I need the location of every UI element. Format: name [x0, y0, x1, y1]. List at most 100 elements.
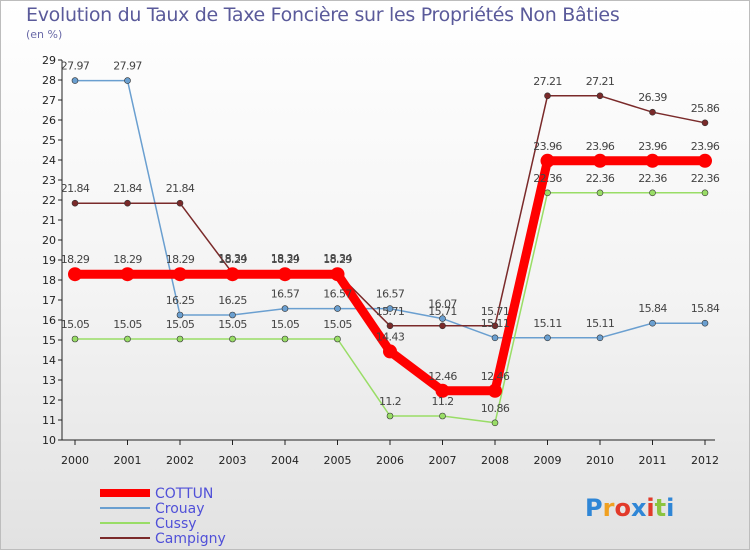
- y-tick-label: 12: [42, 394, 56, 407]
- data-point-cottun: [593, 153, 607, 168]
- data-point-cottun: [68, 267, 82, 282]
- proxiti-logo: Proxiti: [585, 494, 674, 522]
- data-label-cottun: 18.29: [218, 253, 247, 266]
- y-tick-label: 25: [42, 134, 56, 147]
- data-point-campigny: [491, 322, 499, 330]
- data-point-crouay: [334, 305, 341, 312]
- data-label-cottun: 23.96: [691, 140, 720, 153]
- y-tick-label: 14: [42, 354, 56, 367]
- data-point-crouay: [596, 334, 604, 342]
- data-label-campigny: 15.71: [428, 305, 457, 318]
- data-point-cussy: [649, 189, 656, 197]
- data-label-cottun: 18.29: [271, 253, 300, 266]
- data-label-cottun: 23.96: [586, 140, 615, 153]
- data-point-cussy: [596, 189, 604, 197]
- data-label-cussy: 22.36: [691, 172, 720, 185]
- data-label-cussy: 15.05: [323, 318, 352, 331]
- data-point-cussy: [71, 335, 79, 343]
- data-label-crouay: 15.11: [533, 317, 562, 330]
- x-tick-label: 2000: [61, 454, 89, 467]
- x-tick-label: 2008: [481, 454, 509, 467]
- x-tick-label: 2012: [691, 454, 719, 467]
- data-point-cottun: [435, 383, 450, 398]
- data-label-crouay: 27.97: [61, 60, 90, 73]
- x-tick-label: 2004: [271, 454, 299, 467]
- axes: 10 11 12 13 14 15 16 17 18 19 20 21 22 23 24 25 26 27 28 29…: [42, 54, 719, 467]
- data-point-campigny: [124, 199, 131, 207]
- legend-label-cussy: Cussy: [155, 516, 197, 532]
- data-label-campigny: 15.71: [481, 305, 510, 318]
- data-label-campigny: 18.34: [323, 252, 352, 265]
- data-point-cussy: [701, 189, 709, 197]
- logo-text: Proxiti: [585, 494, 674, 522]
- data-label-cottun: 23.96: [533, 140, 562, 153]
- data-point-campigny: [439, 322, 446, 330]
- data-point-cottun: [540, 153, 555, 168]
- logo-letter: x: [631, 494, 647, 522]
- data-point-cussy: [491, 419, 499, 427]
- data-point-campigny: [386, 322, 394, 330]
- data-point-crouay: [491, 334, 499, 342]
- y-tick-label: 13: [42, 374, 56, 387]
- legend-label-crouay: Crouay: [155, 501, 205, 517]
- x-tick-label: 2010: [586, 454, 614, 467]
- data-point-crouay: [386, 305, 394, 312]
- data-label-crouay: 16.25: [166, 294, 195, 307]
- data-label-cussy: 15.05: [61, 318, 90, 331]
- y-tick-label: 10: [42, 434, 56, 447]
- x-tick-label: 2006: [376, 454, 404, 467]
- data-point-cottun: [120, 267, 135, 282]
- data-point-crouay: [71, 77, 79, 84]
- y-tick-label: 15: [42, 334, 56, 347]
- data-label-crouay: 16.57: [323, 288, 352, 301]
- data-label-campigny: 18.34: [271, 252, 300, 265]
- y-tick-label: 23: [42, 174, 56, 187]
- data-point-cussy: [544, 189, 551, 197]
- data-point-cottun: [383, 344, 397, 359]
- data-point-cussy: [439, 412, 446, 420]
- data-point-crouay: [701, 319, 709, 327]
- data-label-crouay: 16.57: [271, 288, 300, 301]
- data-point-cottun: [330, 267, 345, 282]
- data-point-cottun: [173, 267, 187, 282]
- x-tick-label: 2005: [324, 454, 352, 467]
- data-point-cussy: [124, 335, 131, 343]
- data-label-campigny: 15.71: [376, 305, 405, 318]
- logo-letter: i: [646, 494, 654, 522]
- data-point-crouay: [229, 311, 236, 319]
- data-label-cussy: 22.36: [533, 172, 562, 185]
- x-tick-label: 2011: [639, 454, 667, 467]
- y-tick-label: 22: [42, 194, 56, 207]
- data-point-campigny: [649, 108, 656, 116]
- data-label-cottun: 18.29: [113, 253, 142, 266]
- data-label-campigny: 25.86: [691, 102, 720, 115]
- data-label-campigny: 18.34: [218, 252, 247, 265]
- data-label-cussy: 11.2: [379, 395, 401, 408]
- data-point-cottun: [278, 267, 292, 282]
- logo-letter: i: [666, 494, 674, 522]
- data-label-cottun: 23.96: [638, 140, 667, 153]
- data-label-crouay: 27.97: [113, 60, 142, 73]
- y-tick-label: 18: [42, 274, 56, 287]
- data-label-cottun: 12.46: [481, 370, 510, 383]
- data-point-cussy: [281, 335, 289, 343]
- logo-letter: o: [614, 494, 631, 522]
- data-point-cottun: [488, 383, 502, 398]
- data-labels: 18.29 18.29 18.29 18.29 18.29 18.29 14.43 12.46…: [61, 60, 721, 415]
- y-tick-label: 17: [42, 294, 56, 307]
- data-point-campigny: [544, 92, 551, 100]
- data-point-crouay: [649, 319, 656, 327]
- data-label-crouay: 16.07: [428, 298, 457, 311]
- data-label-cussy: 11.2: [431, 395, 453, 408]
- data-label-crouay: 16.25: [218, 294, 247, 307]
- data-label-campigny: 27.21: [533, 75, 562, 88]
- y-tick-label: 16: [42, 314, 56, 327]
- data-point-cussy: [334, 335, 341, 343]
- data-point-campigny: [71, 199, 79, 207]
- data-label-campigny: 27.21: [586, 75, 615, 88]
- data-label-cottun: 18.29: [323, 253, 352, 266]
- logo-letter: P: [585, 494, 603, 522]
- data-point-campigny: [596, 92, 604, 100]
